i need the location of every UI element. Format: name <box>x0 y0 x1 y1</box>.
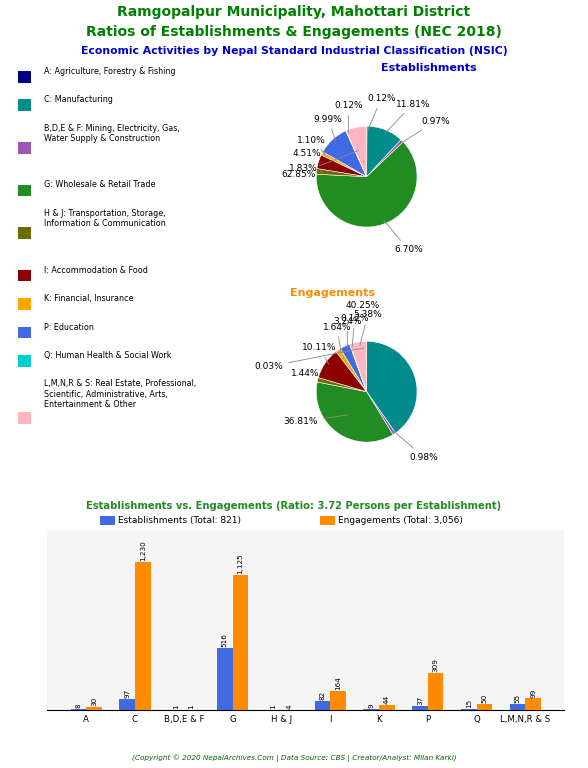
Wedge shape <box>367 341 417 433</box>
Bar <box>461 709 476 710</box>
Text: 8: 8 <box>75 703 81 708</box>
Text: 9.99%: 9.99% <box>314 114 343 141</box>
Text: 97: 97 <box>124 689 130 698</box>
Bar <box>379 705 395 710</box>
Wedge shape <box>340 344 367 392</box>
Text: 164: 164 <box>335 676 341 690</box>
Bar <box>217 648 233 710</box>
Text: 55: 55 <box>514 694 520 703</box>
Bar <box>86 707 102 710</box>
Text: 50: 50 <box>482 694 487 703</box>
Text: 44: 44 <box>384 695 390 704</box>
Text: G: Wholesale & Retail Trade: G: Wholesale & Retail Trade <box>44 180 156 190</box>
Text: I: Accommodation & Food: I: Accommodation & Food <box>44 266 148 275</box>
Text: Ramgopalpur Municipality, Mahottari District: Ramgopalpur Municipality, Mahottari Dist… <box>118 5 470 19</box>
Text: 309: 309 <box>433 658 439 672</box>
Text: 0.12%: 0.12% <box>340 313 369 347</box>
Text: 0.98%: 0.98% <box>393 431 438 462</box>
Wedge shape <box>336 349 367 392</box>
Bar <box>510 703 525 710</box>
Text: 4.51%: 4.51% <box>292 149 322 162</box>
Wedge shape <box>367 392 396 435</box>
Text: 1: 1 <box>173 705 179 710</box>
Text: 9: 9 <box>368 703 374 708</box>
Wedge shape <box>346 126 367 177</box>
Bar <box>427 674 443 710</box>
Text: 6.70%: 6.70% <box>384 220 423 254</box>
Bar <box>525 698 541 710</box>
Text: 10.11%: 10.11% <box>302 343 337 364</box>
Wedge shape <box>367 140 403 177</box>
Bar <box>330 690 346 710</box>
Text: 3.24%: 3.24% <box>333 316 362 349</box>
Wedge shape <box>317 155 367 177</box>
Wedge shape <box>316 382 393 442</box>
Text: 4: 4 <box>286 704 292 709</box>
Bar <box>135 562 151 710</box>
Bar <box>119 699 135 710</box>
Text: 0.97%: 0.97% <box>400 117 450 144</box>
Text: 5.38%: 5.38% <box>353 310 382 346</box>
Text: Q: Human Health & Social Work: Q: Human Health & Social Work <box>44 351 172 360</box>
Text: (Copyright © 2020 NepalArchives.Com | Data Source: CBS | Creator/Analyst: Milan : (Copyright © 2020 NepalArchives.Com | Da… <box>132 754 456 762</box>
Wedge shape <box>316 142 417 227</box>
Text: Establishments: Establishments <box>382 63 477 73</box>
Text: L,M,N,R & S: Real Estate, Professional,
Scientific, Administrative, Arts,
Entert: L,M,N,R & S: Real Estate, Professional, … <box>44 379 196 409</box>
Wedge shape <box>318 352 367 392</box>
Text: Economic Activities by Nepal Standard Industrial Classification (NSIC): Economic Activities by Nepal Standard In… <box>81 46 507 56</box>
Text: 99: 99 <box>530 688 536 697</box>
Text: 15: 15 <box>466 698 472 707</box>
Wedge shape <box>350 344 367 392</box>
Text: 1,125: 1,125 <box>238 553 243 574</box>
Text: Ratios of Establishments & Engagements (NEC 2018): Ratios of Establishments & Engagements (… <box>86 25 502 39</box>
Wedge shape <box>323 131 367 177</box>
Bar <box>233 575 248 710</box>
Wedge shape <box>321 152 367 177</box>
Text: 0.03%: 0.03% <box>255 348 364 371</box>
Text: 1.64%: 1.64% <box>322 323 351 353</box>
Text: P: Education: P: Education <box>44 323 94 332</box>
Text: B,D,E & F: Mining, Electricity, Gas,
Water Supply & Construction: B,D,E & F: Mining, Electricity, Gas, Wat… <box>44 124 180 143</box>
Text: 30: 30 <box>91 697 97 706</box>
Text: 1: 1 <box>189 705 195 710</box>
Text: Establishments vs. Engagements (Ratio: 3.72 Persons per Establishment): Establishments vs. Engagements (Ratio: 3… <box>86 501 502 511</box>
Text: 1: 1 <box>270 705 276 710</box>
Text: 37: 37 <box>417 696 423 705</box>
Text: A: Agriculture, Forestry & Fishing: A: Agriculture, Forestry & Fishing <box>44 67 176 76</box>
Text: 1,230: 1,230 <box>140 541 146 561</box>
Bar <box>476 704 492 710</box>
Bar <box>412 706 427 710</box>
Text: 40.25%: 40.25% <box>346 301 380 310</box>
Wedge shape <box>367 126 401 177</box>
Text: 1.10%: 1.10% <box>298 136 326 154</box>
Wedge shape <box>350 341 367 392</box>
Wedge shape <box>316 168 367 177</box>
Text: H & J: Transportation, Storage,
Information & Communication: H & J: Transportation, Storage, Informat… <box>44 209 166 228</box>
Text: C: Manufacturing: C: Manufacturing <box>44 95 113 104</box>
Text: Establishments (Total: 821): Establishments (Total: 821) <box>118 516 240 525</box>
Text: 0.12%: 0.12% <box>335 101 363 134</box>
Text: 36.81%: 36.81% <box>283 415 348 426</box>
Text: Engagements: Engagements <box>290 288 375 298</box>
Bar <box>315 700 330 710</box>
Wedge shape <box>317 378 367 392</box>
Text: 516: 516 <box>222 634 228 647</box>
Wedge shape <box>346 131 367 177</box>
Text: K: Financial, Insurance: K: Financial, Insurance <box>44 294 133 303</box>
Text: 11.81%: 11.81% <box>385 100 430 134</box>
Text: 0.12%: 0.12% <box>367 94 396 130</box>
Text: 1.83%: 1.83% <box>289 164 323 173</box>
Text: 1.44%: 1.44% <box>290 369 323 381</box>
Text: 62.85%: 62.85% <box>281 151 358 179</box>
Text: 82: 82 <box>319 690 325 700</box>
Text: Engagements (Total: 3,056): Engagements (Total: 3,056) <box>338 516 463 525</box>
